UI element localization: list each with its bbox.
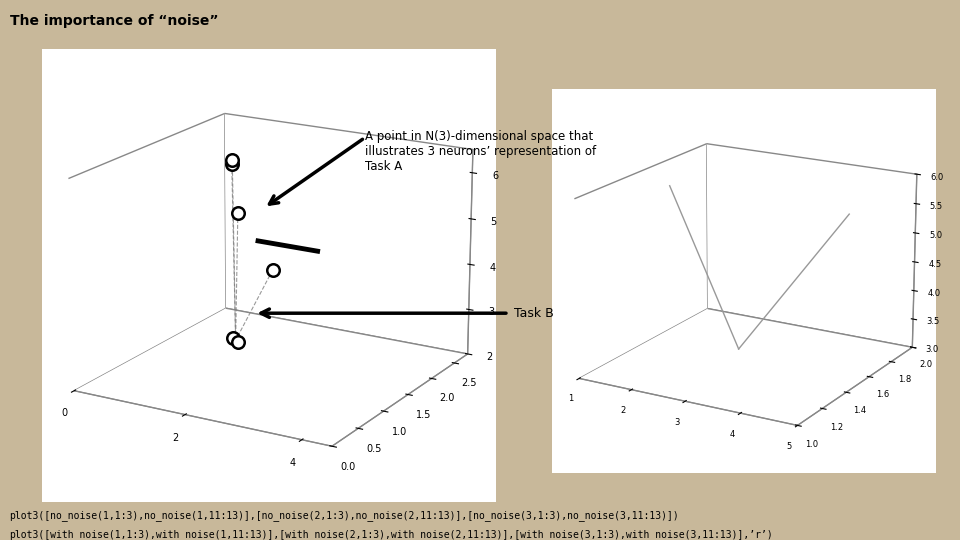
Text: plot3([no_noise(1,1:3),no_noise(1,11:13)],[no_noise(2,1:3),no_noise(2,11:13)],[n: plot3([no_noise(1,1:3),no_noise(1,11:13)… <box>10 510 680 521</box>
Text: The importance of “noise”: The importance of “noise” <box>10 14 218 28</box>
Text: plot3([with_noise(1,1:3),with_noise(1,11:13)],[with_noise(2,1:3),with_noise(2,11: plot3([with_noise(1,1:3),with_noise(1,11… <box>10 529 774 540</box>
Text: A point in N(3)-dimensional space that
illustrates 3 neurons’ representation of
: A point in N(3)-dimensional space that i… <box>365 130 596 173</box>
Text: Task B: Task B <box>514 307 553 320</box>
